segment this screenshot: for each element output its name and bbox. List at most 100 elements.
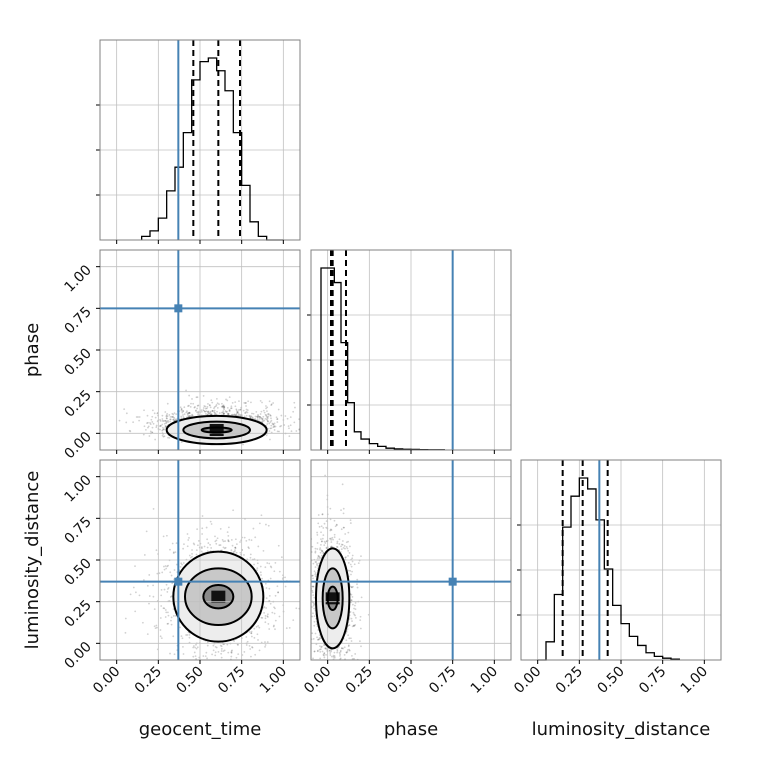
contour-geocent_time-luminosity_distance-2 (172, 550, 265, 643)
sample-point (243, 401, 246, 404)
sample-point (337, 682, 339, 684)
sample-point (273, 429, 276, 431)
sample-point (314, 575, 317, 578)
sample-point (159, 428, 161, 431)
sample-point (247, 546, 250, 549)
sample-point (251, 412, 253, 415)
sample-point (348, 648, 351, 651)
sample-point (349, 569, 352, 572)
sample-point (189, 405, 192, 408)
sample-point (153, 660, 155, 662)
sample-point (313, 596, 316, 599)
sample-point (347, 562, 350, 564)
sample-point (335, 523, 338, 526)
sample-point (277, 591, 279, 594)
sample-point (186, 413, 189, 416)
sample-point (209, 543, 211, 546)
sample-point (352, 624, 355, 627)
sample-point (252, 412, 255, 415)
sample-point (330, 655, 333, 658)
tick-label-x-geocent_time: 0.75 (215, 664, 248, 697)
sample-point (322, 552, 325, 554)
sample-point (250, 539, 253, 542)
sample-point (167, 586, 170, 589)
sample-point (190, 414, 193, 417)
sample-point (313, 603, 315, 606)
sample-point (336, 545, 338, 548)
sample-point (333, 655, 336, 658)
sample-point (223, 413, 226, 415)
sample-point (334, 525, 337, 528)
sample-point (222, 546, 225, 549)
sample-point (165, 417, 168, 420)
sample-point (276, 430, 279, 433)
sample-point (203, 545, 206, 548)
sample-point (174, 551, 177, 554)
sample-point (234, 547, 237, 550)
sample-point (258, 626, 261, 629)
sample-point (237, 412, 240, 415)
sample-point (312, 577, 314, 580)
sample-point (173, 412, 176, 415)
sample-point (235, 543, 238, 545)
sample-point (340, 674, 342, 676)
sample-point (320, 538, 322, 541)
sample-point (237, 411, 239, 413)
sample-point (329, 507, 332, 510)
sample-point (259, 416, 261, 418)
sample-point (192, 646, 195, 649)
sample-point (164, 565, 167, 567)
sample-point (245, 405, 247, 407)
sample-point (316, 548, 319, 550)
sample-point (264, 566, 267, 569)
sample-point (250, 632, 253, 635)
sample-point (346, 547, 349, 550)
sample-point (351, 554, 354, 557)
sample-point (180, 408, 183, 411)
sample-point (222, 413, 225, 416)
sample-point (339, 666, 341, 668)
sample-point (239, 551, 242, 554)
sample-point (249, 417, 252, 419)
sample-point (193, 662, 195, 664)
sample-point (341, 661, 343, 663)
sample-point (218, 412, 221, 414)
sample-point (262, 409, 265, 412)
sample-point (148, 602, 150, 605)
sample-point (236, 643, 239, 646)
sample-point (212, 649, 215, 652)
sample-point (155, 549, 158, 552)
sample-point (333, 678, 335, 680)
sample-point (266, 423, 269, 425)
sample-point (340, 543, 343, 546)
sample-point (353, 613, 356, 616)
sample-point (192, 655, 195, 658)
sample-point (171, 582, 174, 585)
sample-point (338, 543, 341, 545)
sample-point (248, 631, 251, 633)
sample-point (353, 563, 356, 566)
sample-point (323, 544, 326, 546)
sample-point (163, 435, 166, 438)
sample-point (323, 522, 326, 525)
sample-point (320, 543, 322, 546)
sample-point (293, 421, 296, 424)
sample-point (188, 411, 191, 414)
sample-point (256, 415, 259, 418)
sample-point (321, 650, 324, 653)
sample-point (259, 565, 262, 568)
sample-point (160, 425, 162, 427)
sample-point (159, 418, 161, 421)
sample-point (315, 425, 317, 427)
sample-point (333, 656, 336, 659)
sample-point (318, 525, 321, 528)
sample-point (350, 599, 353, 602)
sample-point (212, 644, 215, 647)
sample-point (215, 413, 218, 416)
sample-point (195, 658, 197, 660)
sample-point (215, 539, 218, 542)
sample-point (293, 401, 296, 404)
sample-point (331, 664, 333, 666)
sample-point (215, 542, 218, 545)
